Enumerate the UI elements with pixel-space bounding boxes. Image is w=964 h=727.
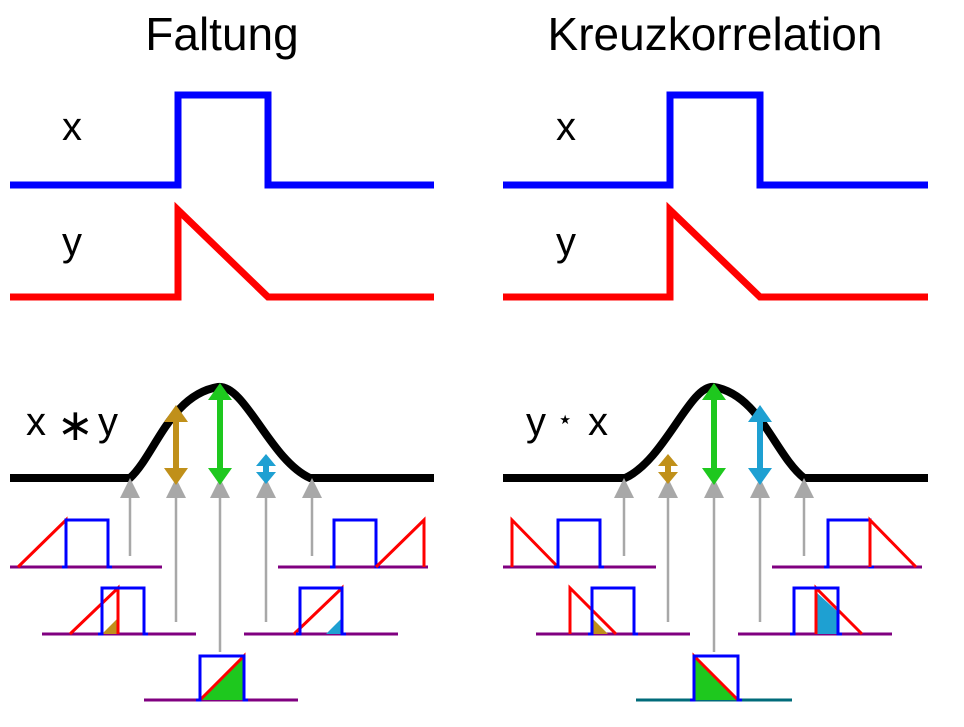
title-faltung: Faltung bbox=[145, 8, 298, 60]
right-overlap-1 bbox=[503, 516, 656, 569]
right-value-arrow-blue bbox=[748, 405, 772, 485]
right-y-signal bbox=[503, 201, 928, 301]
left-value-arrow-blue bbox=[256, 454, 276, 484]
left-overlap-1 bbox=[10, 516, 162, 569]
left-result-label-a: x bbox=[26, 400, 46, 444]
left-overlap-2 bbox=[42, 584, 196, 636]
left-overlap-3 bbox=[144, 652, 298, 702]
right-x-label: x bbox=[556, 105, 576, 149]
title-kreuzkorrelation: Kreuzkorrelation bbox=[548, 8, 883, 60]
right-result-label-b: x bbox=[588, 400, 608, 444]
left-y-signal bbox=[10, 201, 434, 301]
right-overlap-2 bbox=[536, 584, 690, 636]
right-overlap-3 bbox=[636, 652, 792, 702]
right-result-label-a: y bbox=[526, 400, 546, 444]
left-result-operator: ∗ bbox=[57, 401, 94, 450]
left-overlap-4 bbox=[244, 584, 398, 636]
right-y-label: y bbox=[556, 220, 576, 264]
left-y-label: y bbox=[62, 220, 82, 264]
left-overlap-5 bbox=[278, 516, 428, 569]
right-value-arrow-green bbox=[702, 383, 726, 485]
left-value-arrow-orange bbox=[164, 405, 188, 485]
left-result-label-b: y bbox=[98, 400, 118, 444]
right-overlap-5 bbox=[772, 516, 922, 569]
right-result-operator: ⋆ bbox=[557, 404, 573, 434]
right-overlap-4 bbox=[738, 584, 892, 636]
left-value-arrow-green bbox=[208, 383, 232, 485]
right-x-signal bbox=[503, 91, 928, 189]
right-value-arrow-orange bbox=[658, 454, 678, 484]
left-x-signal bbox=[10, 91, 434, 189]
left-x-label: x bbox=[62, 105, 82, 149]
